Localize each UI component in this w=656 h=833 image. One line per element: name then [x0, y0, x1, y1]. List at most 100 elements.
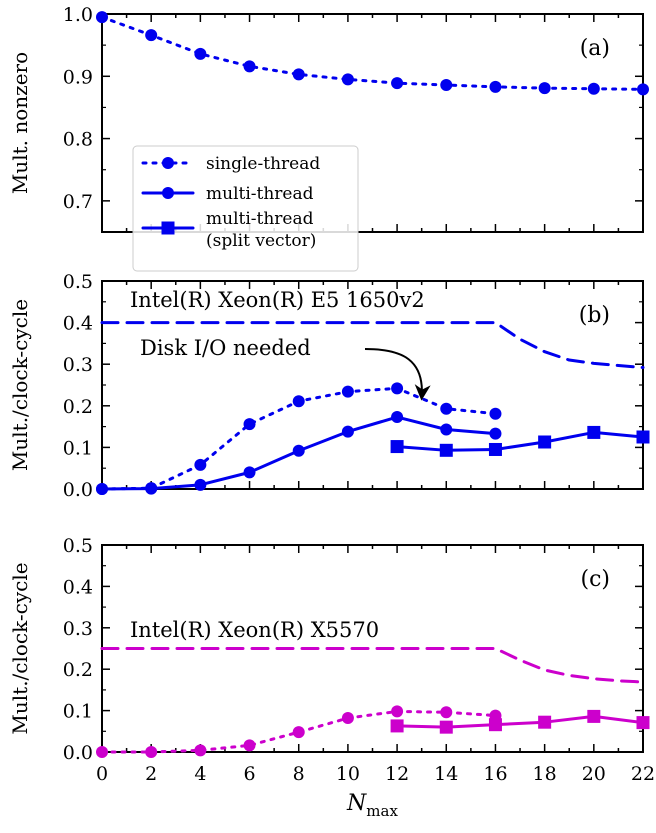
annotation-cpu: Intel(R) Xeon(R) X5570	[130, 618, 379, 642]
y-axis-label: Mult. nonzero	[8, 52, 32, 194]
data-point	[243, 739, 256, 752]
data-point	[538, 82, 551, 95]
x-tick-label: 4	[194, 763, 206, 785]
panel-b: 0.0 0.1 0.2 0.3 0.4 0.5 Mult./clock-cycle (b) In…	[8, 271, 650, 501]
x-tick-label: 12	[385, 763, 409, 785]
data-point	[440, 402, 453, 415]
y-tick-label: 0.1	[63, 701, 93, 723]
data-point	[292, 68, 305, 81]
data-point	[341, 712, 354, 725]
data-point	[587, 425, 601, 439]
series-line	[100, 321, 645, 370]
x-tick-label: 22	[631, 763, 655, 785]
y-tick-label: 0.4	[63, 576, 93, 598]
series-line	[395, 430, 645, 452]
legend-label: multi-thread	[206, 184, 314, 204]
data-point	[440, 79, 453, 92]
data-point	[341, 385, 354, 398]
x-tick-label: 14	[434, 763, 458, 785]
data-point	[145, 29, 158, 42]
data-point	[96, 746, 108, 758]
data-point	[636, 716, 650, 730]
data-point	[145, 746, 158, 758]
data-point	[292, 444, 305, 457]
data-point	[636, 430, 650, 444]
data-point	[587, 82, 600, 95]
data-point	[439, 443, 453, 457]
panel-label: (c)	[581, 567, 611, 592]
data-point	[96, 483, 108, 495]
panel-a: 0.7 0.8 0.9 1.0 Mult. nonzero (a) single-threa…	[8, 4, 649, 272]
data-point	[489, 407, 502, 420]
y-tick-label: 0.0	[63, 742, 93, 764]
data-point	[390, 719, 404, 733]
x-tick-label: 2	[145, 763, 157, 785]
legend-label: multi-thread	[206, 209, 314, 229]
legend-swatch-marker	[162, 157, 174, 169]
data-point	[96, 11, 108, 24]
data-point	[439, 720, 453, 734]
y-tick-label: 0.2	[63, 659, 93, 681]
y-tick-label: 0.4	[63, 313, 93, 335]
data-point	[341, 73, 354, 86]
data-point	[391, 77, 404, 90]
data-point	[440, 706, 453, 719]
y-tick-label: 0.8	[63, 129, 93, 151]
y-tick-label: 0.2	[63, 396, 93, 418]
y-tick-label: 0.5	[63, 271, 93, 293]
plot-frame	[101, 280, 644, 490]
data-point	[243, 418, 256, 431]
y-tick-label: 0.9	[63, 66, 93, 88]
y-tick-label: 0.1	[63, 437, 93, 459]
annotation-arrow	[364, 348, 431, 401]
y-tick-label: 1.0	[63, 4, 93, 26]
x-tick-label: 0	[96, 763, 108, 785]
y-tick-label: 0.7	[63, 191, 93, 213]
data-point	[194, 744, 207, 757]
data-point	[440, 423, 453, 436]
series-line	[100, 647, 645, 684]
annotation-cpu: Intel(R) Xeon(R) E5 1650v2	[130, 288, 425, 312]
data-point	[194, 458, 207, 471]
x-axis-label: Nmax	[346, 791, 398, 820]
data-point	[488, 718, 502, 732]
data-point	[194, 478, 207, 491]
legend-label: (split vector)	[206, 231, 316, 251]
panel-c: 0.0 0.1 0.2 0.3 0.4 0.5 0 2 4 6 8 10 12 14 16 18 20 22 Mul…	[8, 535, 655, 820]
data-point	[391, 411, 404, 424]
data-point	[538, 715, 552, 729]
data-point	[489, 427, 502, 440]
legend-swatch-marker	[162, 187, 174, 199]
data-point	[538, 435, 552, 449]
x-tick-label: 16	[483, 763, 507, 785]
data-point	[243, 466, 256, 479]
series-line	[100, 15, 645, 91]
data-point	[145, 482, 158, 495]
y-tick-label: 0.0	[63, 479, 93, 501]
x-tick-label: 20	[582, 763, 606, 785]
legend-label: single-thread	[206, 154, 320, 174]
y-tick-label: 0.3	[63, 618, 93, 640]
data-point	[243, 60, 256, 73]
panel-label: (a)	[580, 36, 610, 61]
data-point	[391, 382, 404, 395]
data-point	[341, 425, 354, 438]
legend-box	[132, 145, 359, 272]
annotation-disk-io: Disk I/O needed	[140, 336, 311, 360]
panel-label: (b)	[579, 303, 610, 328]
y-axis-label: Mult./clock-cycle	[8, 299, 32, 471]
data-point	[489, 80, 502, 93]
x-tick-label: 10	[336, 763, 360, 785]
data-point	[292, 726, 305, 739]
data-point	[637, 83, 649, 96]
y-axis-label: Mult./clock-cycle	[8, 562, 32, 734]
y-tick-label: 0.5	[63, 535, 93, 557]
x-tick-label: 18	[533, 763, 557, 785]
legend: single-threadmulti-threadmulti-thread(sp…	[132, 145, 359, 272]
data-point	[390, 440, 404, 454]
data-point	[391, 705, 404, 718]
series-line	[395, 714, 645, 729]
legend-swatch-marker	[161, 221, 175, 235]
x-tick-label: 8	[293, 763, 305, 785]
